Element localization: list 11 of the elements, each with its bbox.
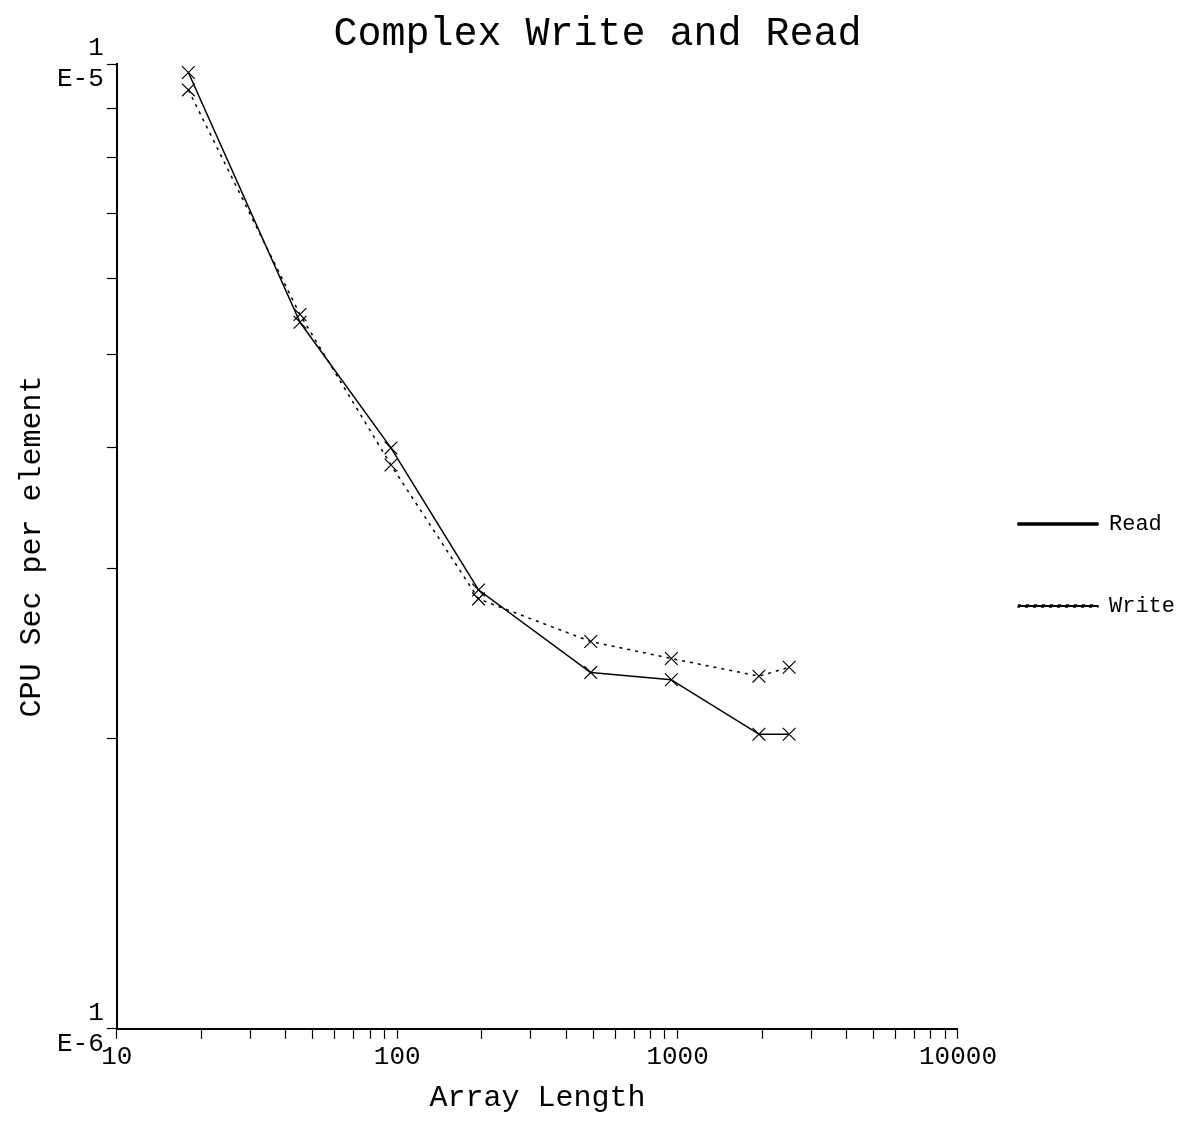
x-tick-label: 10 bbox=[101, 1042, 133, 1073]
x-tick-label: 1000 bbox=[646, 1042, 709, 1073]
y-tick-label: 1E-6 bbox=[57, 998, 104, 1060]
x-axis-title: Array Length bbox=[429, 1080, 646, 1115]
x-tick-label: 10000 bbox=[918, 1042, 997, 1073]
y-tick-label: 1E-5 bbox=[57, 33, 104, 95]
legend-label: Read bbox=[1108, 511, 1162, 537]
chart-title: Complex Write and Read bbox=[333, 11, 862, 57]
legend-label: Write bbox=[1108, 593, 1175, 619]
y-axis-title: CPU Sec per element bbox=[14, 375, 49, 718]
x-tick-label: 100 bbox=[373, 1042, 421, 1073]
